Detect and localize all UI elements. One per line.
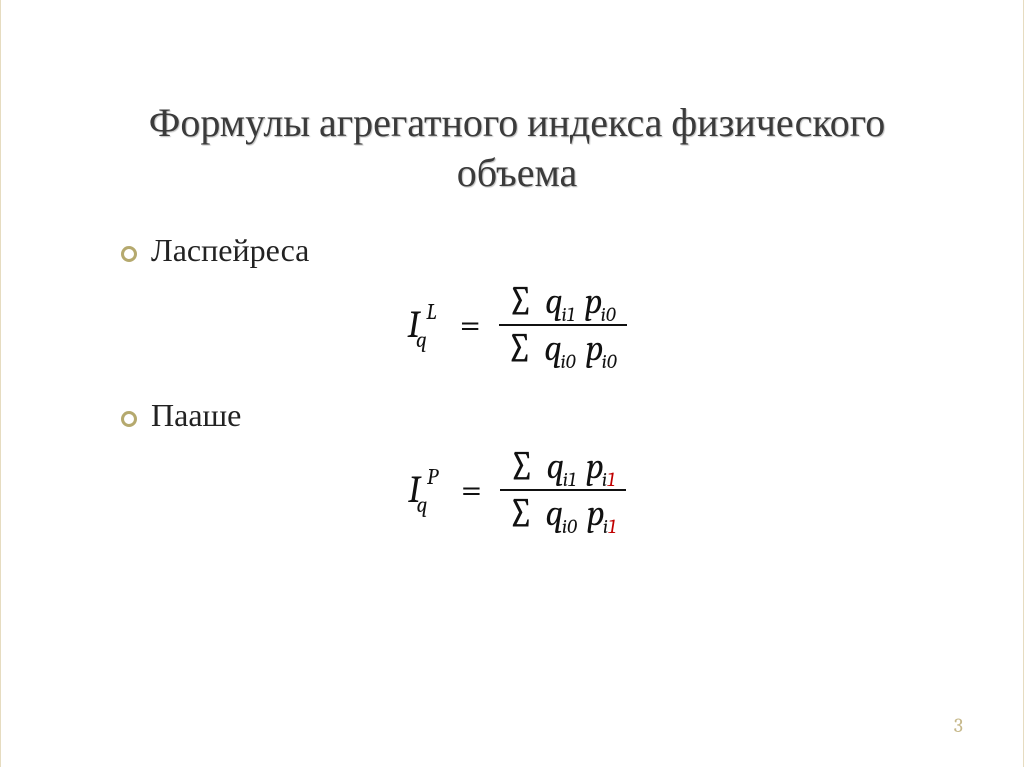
sub-q: i1 [561, 303, 574, 326]
sigma-icon: ∑ [507, 325, 533, 372]
bullet-label: Пааше [151, 397, 241, 434]
denominator: ∑ qi0 pi0 [499, 326, 627, 371]
sub-p: i1 [603, 515, 616, 538]
formula-paasche: IqP = ∑ qi1 pi1 ∑ qi0 pi1 [121, 444, 913, 536]
term-q: q [544, 328, 562, 369]
lhs-sup: P [427, 464, 438, 490]
sub-q: i1 [563, 468, 576, 491]
denominator: ∑ qi0 pi1 [500, 491, 626, 536]
lhs-sub: q [416, 327, 427, 353]
lhs-sub: q [417, 492, 428, 518]
equals-sign: = [461, 468, 482, 512]
sub-q: i0 [562, 515, 577, 538]
numerator: ∑ qi1 pi1 [500, 444, 626, 491]
formula-inner: IqP = ∑ qi1 pi1 ∑ qi0 pi1 [408, 444, 626, 536]
bullet-label: Ласпейреса [151, 232, 309, 269]
sub-part-red: 1 [608, 515, 616, 538]
fraction: ∑ qi1 pi1 ∑ qi0 pi1 [500, 444, 626, 536]
sub-part: 1 [568, 468, 576, 491]
lhs: IqL [407, 303, 441, 347]
sigma-icon: ∑ [508, 490, 534, 537]
fraction: ∑ qi1 pi0 ∑ qi0 pi0 [499, 279, 627, 371]
slide-content: Формулы агрегатного индекса физического … [1, 0, 1023, 602]
sub-p: i0 [601, 303, 616, 326]
sub-part-red: 1 [607, 468, 615, 491]
bullet-paasche: Пааше [121, 397, 913, 434]
bullet-list: Ласпейреса [121, 232, 913, 269]
formula-inner: IqL = ∑ qi1 pi0 ∑ qi0 pi0 [407, 279, 626, 371]
lhs: IqP [408, 468, 443, 512]
sigma-icon: ∑ [508, 278, 534, 325]
term-p: p [585, 281, 603, 322]
bullet-list-2: Пааше [121, 397, 913, 434]
sub-p: i1 [602, 468, 615, 491]
page-number: 3 [954, 714, 963, 737]
lhs-sup: L [426, 299, 436, 325]
equals-sign: = [460, 303, 481, 347]
formula-laspeyres: IqL = ∑ qi1 pi0 ∑ qi0 pi0 [121, 279, 913, 371]
slide-title: Формулы агрегатного индекса физического … [121, 98, 913, 198]
sub-q: i0 [561, 350, 576, 373]
term-p: p [586, 328, 604, 369]
bullet-laspeyres: Ласпейреса [121, 232, 913, 269]
sub-p: i0 [602, 350, 617, 373]
numerator: ∑ qi1 pi0 [499, 279, 627, 326]
sigma-icon: ∑ [509, 443, 535, 490]
slide: Формулы агрегатного индекса физического … [0, 0, 1024, 767]
